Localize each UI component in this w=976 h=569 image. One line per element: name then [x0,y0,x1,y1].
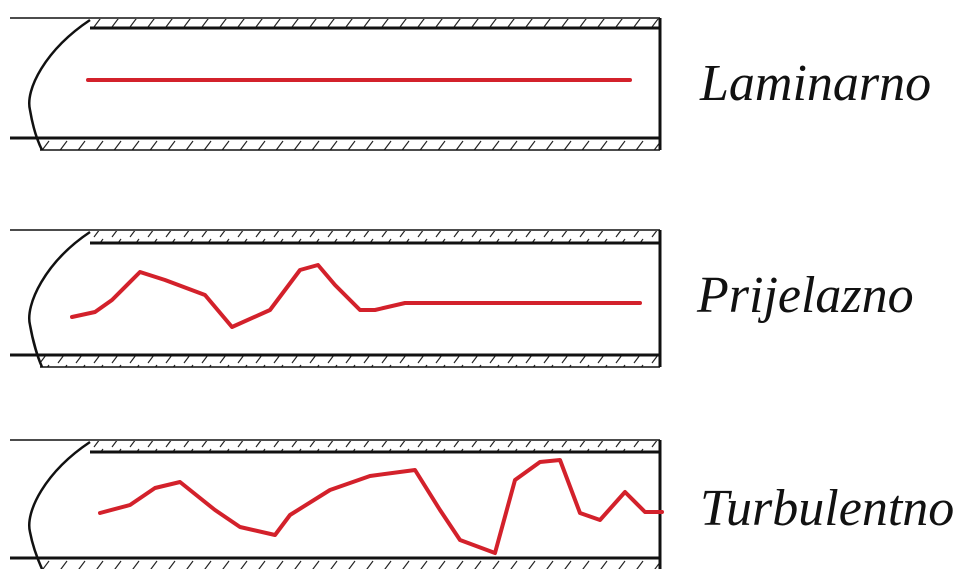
front [28,18,91,151]
hatch [90,231,660,243]
hatch [40,356,660,367]
label: Prijelazno [696,267,914,324]
hatch [40,139,660,150]
label: Turbulentno [700,480,954,537]
label: Laminarno [699,55,931,112]
front [28,440,91,569]
pipe-transitional [10,229,662,368]
front [28,230,91,368]
pipe-turbulent [10,439,664,569]
flow-line [70,263,642,329]
flow-line [98,458,664,555]
hatch [90,441,660,452]
hatch [40,559,660,569]
pipe-laminar [10,17,662,151]
hatch [90,19,660,28]
